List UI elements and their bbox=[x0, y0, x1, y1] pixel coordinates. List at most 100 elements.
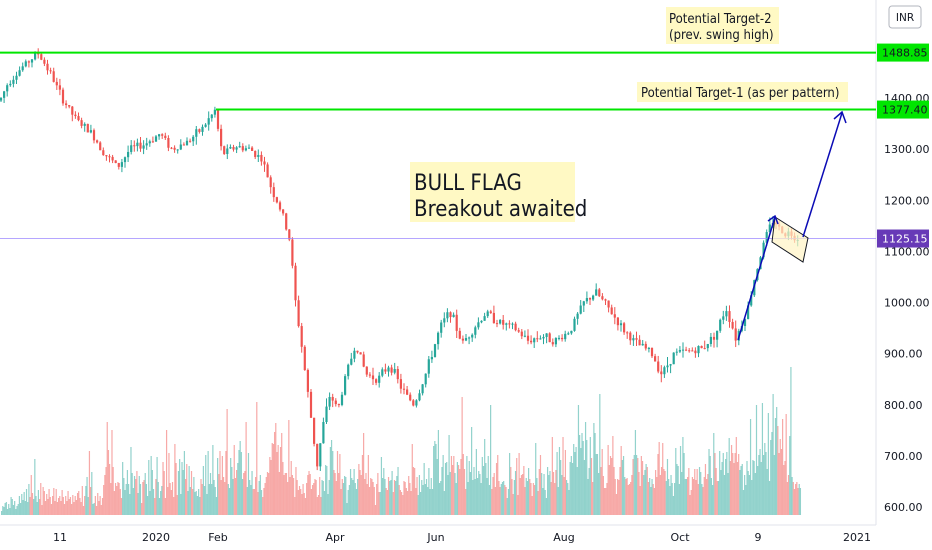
volume-bar bbox=[609, 456, 612, 515]
volume-bar bbox=[684, 479, 686, 515]
volume-bar bbox=[550, 482, 552, 515]
annotation-target-2[interactable]: Potential Target-2 (prev. swing high) bbox=[666, 7, 779, 44]
volume-bar bbox=[186, 464, 188, 515]
volume-bar bbox=[365, 473, 367, 515]
volume-bar bbox=[351, 478, 353, 515]
volume-bar bbox=[146, 496, 149, 515]
volume-bar bbox=[514, 471, 517, 515]
level-price-label: 1125.15 bbox=[882, 233, 928, 246]
volume-bar bbox=[212, 445, 214, 515]
candle-body bbox=[223, 146, 226, 155]
volume-bar bbox=[589, 437, 591, 515]
volume-bar bbox=[334, 473, 336, 515]
volume-bar bbox=[63, 504, 66, 515]
volume-bar bbox=[47, 499, 49, 515]
volume-bar bbox=[455, 483, 457, 515]
volume-bar bbox=[333, 470, 335, 515]
volume-bar bbox=[373, 487, 375, 515]
volume-bar bbox=[565, 480, 568, 515]
volume-bar bbox=[174, 444, 176, 515]
currency-badge[interactable] bbox=[888, 5, 922, 29]
volume-bar bbox=[628, 484, 631, 515]
volume-bar bbox=[570, 456, 572, 515]
volume-bar bbox=[377, 473, 379, 515]
volume-bar bbox=[35, 496, 37, 515]
volume-bar bbox=[583, 460, 585, 515]
volume-bar bbox=[471, 427, 473, 515]
volume-bar bbox=[679, 446, 682, 515]
volume-bar bbox=[752, 460, 754, 515]
volume-bar bbox=[167, 487, 169, 515]
volume-bar bbox=[16, 506, 18, 515]
candle-body bbox=[492, 312, 495, 324]
price-axis[interactable] bbox=[876, 0, 932, 550]
candle-body bbox=[489, 311, 492, 313]
y-tick-label: 1000.00 bbox=[884, 297, 930, 310]
volume-bar bbox=[408, 476, 410, 515]
volume-bar bbox=[31, 493, 34, 515]
volume-bar bbox=[467, 482, 469, 515]
candle-body bbox=[384, 369, 387, 372]
volume-bar bbox=[658, 442, 660, 515]
volume-bar bbox=[81, 486, 83, 515]
volume-bar bbox=[132, 488, 134, 515]
y-tick-label: 600.00 bbox=[884, 501, 923, 514]
volume-bar bbox=[657, 454, 659, 515]
volume-bar bbox=[252, 489, 254, 515]
volume-bar bbox=[592, 482, 594, 515]
volume-bar bbox=[741, 464, 743, 515]
volume-bar bbox=[403, 481, 405, 515]
volume-bar bbox=[702, 487, 704, 515]
candle-body bbox=[232, 146, 235, 150]
candle-body bbox=[508, 323, 511, 325]
volume-bar bbox=[315, 480, 317, 515]
annotation-bull-flag[interactable]: BULL FLAG Breakout awaited bbox=[410, 162, 587, 222]
volume-bar bbox=[268, 473, 270, 515]
candle-body bbox=[130, 145, 133, 152]
volume-bar bbox=[595, 454, 597, 515]
candle-body bbox=[176, 149, 179, 151]
volume-bar bbox=[201, 484, 203, 515]
annotation-target-2-line1: Potential Target-2 bbox=[669, 12, 772, 27]
volume-bar bbox=[135, 479, 137, 515]
candle-body bbox=[244, 148, 247, 151]
volume-bar bbox=[587, 479, 589, 515]
volume-bar bbox=[38, 499, 41, 515]
volume-bar bbox=[749, 419, 752, 515]
volume-bar bbox=[782, 419, 784, 515]
candle-body bbox=[449, 312, 452, 318]
volume-bar bbox=[462, 454, 464, 515]
bull-flag-pattern[interactable] bbox=[737, 110, 847, 341]
candle-body bbox=[158, 134, 161, 137]
volume-bar bbox=[689, 495, 691, 515]
volume-bar bbox=[698, 467, 701, 515]
volume-bar bbox=[330, 440, 333, 515]
candle-body bbox=[99, 142, 102, 151]
candle-body bbox=[123, 157, 127, 163]
candle-body bbox=[681, 349, 685, 351]
volume-bar bbox=[279, 447, 282, 515]
volume-bar bbox=[225, 451, 227, 515]
candle-body bbox=[303, 346, 306, 371]
candle-body bbox=[92, 130, 96, 141]
volume-bar bbox=[460, 459, 462, 515]
candle-body bbox=[440, 322, 443, 333]
volume-bar bbox=[341, 479, 343, 515]
volume-bar bbox=[224, 482, 226, 515]
candle-body bbox=[573, 318, 576, 331]
volume-bar bbox=[557, 487, 559, 515]
volume-bar bbox=[742, 490, 745, 515]
volume-bar bbox=[660, 467, 663, 515]
volume-bar bbox=[376, 484, 378, 515]
candle-body bbox=[446, 312, 449, 319]
candle-body bbox=[269, 177, 272, 188]
volume-bar bbox=[52, 496, 54, 515]
annotation-target-1[interactable]: Potential Target-1 (as per pattern) bbox=[637, 82, 848, 102]
volume-bar bbox=[277, 445, 279, 515]
volume-bar bbox=[421, 480, 423, 515]
volume-bar bbox=[765, 452, 767, 515]
volume-bar bbox=[542, 488, 544, 515]
volume-bar bbox=[292, 478, 295, 515]
volume-bar bbox=[797, 488, 799, 515]
